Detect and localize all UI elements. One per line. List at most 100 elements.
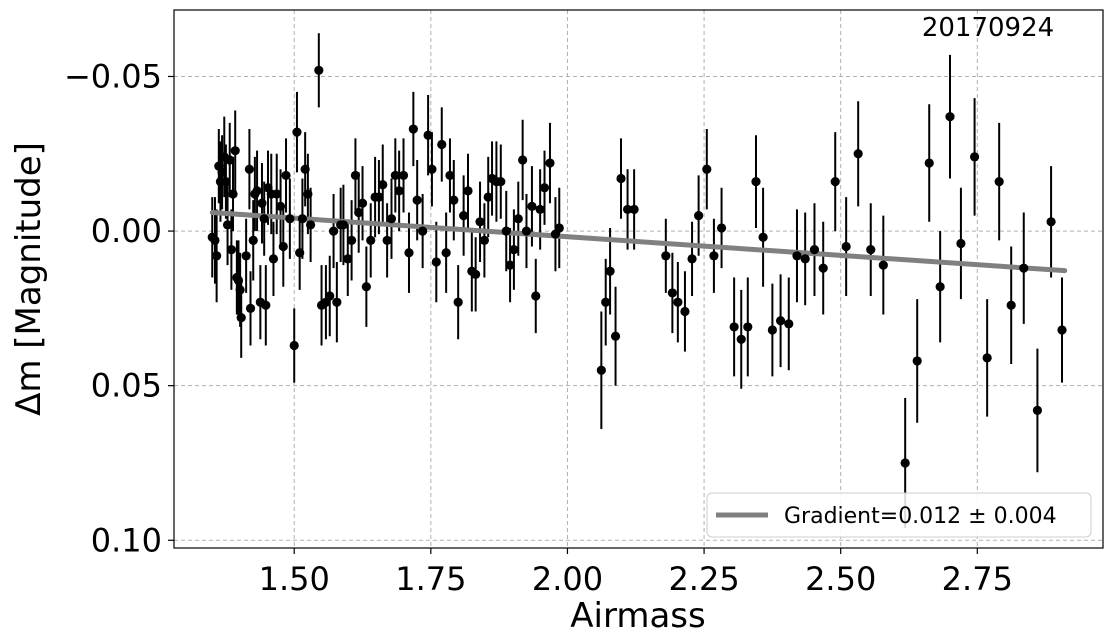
y-tick-label: 0.10 [91, 521, 162, 559]
data-point [758, 232, 768, 242]
data-point [667, 288, 677, 298]
data-point [878, 260, 888, 270]
data-point [736, 334, 746, 344]
data-point [357, 198, 368, 208]
x-tick-label: 2.50 [805, 560, 876, 598]
data-point [285, 214, 295, 224]
data-point [545, 158, 555, 168]
data-point [1032, 405, 1043, 416]
y-axis-ticks: −0.05 0.00 0.05 0.10 [64, 57, 174, 559]
data-point [539, 183, 550, 193]
data-point [259, 214, 269, 224]
data-point [518, 155, 528, 165]
data-point [228, 189, 238, 199]
data-point [800, 254, 810, 264]
data-points [207, 65, 1067, 468]
data-point [1019, 263, 1029, 273]
data-point [449, 195, 459, 205]
data-point [792, 251, 802, 261]
data-point [297, 214, 308, 224]
data-point [306, 220, 316, 230]
data-point [212, 251, 222, 261]
data-point [809, 245, 820, 255]
data-point [601, 297, 611, 307]
data-point [716, 223, 727, 233]
data-point [303, 189, 313, 199]
y-axis-label: Δm [Magnitude] [9, 142, 49, 416]
data-point [912, 356, 922, 366]
data-point [217, 167, 227, 177]
data-point [775, 316, 786, 326]
data-point [338, 220, 349, 230]
data-point [709, 251, 719, 261]
data-point [924, 158, 934, 168]
data-point [230, 146, 240, 156]
data-point [252, 186, 262, 196]
legend-fit-label: Gradient=0.012 ± 0.004 [784, 504, 1057, 529]
data-point [328, 226, 339, 236]
data-point [272, 189, 282, 199]
legend: Gradient=0.012 ± 0.004 [706, 492, 1092, 538]
data-point [616, 173, 626, 184]
data-point [743, 322, 753, 332]
data-point [694, 211, 704, 221]
data-point [554, 223, 564, 233]
data-point [610, 331, 621, 341]
data-point [475, 217, 485, 227]
data-point [386, 214, 397, 224]
data-point [295, 248, 305, 258]
x-tick-label: 1.50 [259, 560, 330, 598]
data-point [221, 177, 231, 187]
legend-box [706, 492, 1092, 538]
data-point [463, 186, 473, 196]
data-point [374, 192, 384, 202]
data-point [314, 65, 324, 75]
data-point [509, 245, 519, 255]
data-point [378, 180, 388, 190]
data-point [784, 319, 794, 329]
data-point [935, 282, 945, 292]
data-point [505, 260, 515, 270]
data-point [278, 241, 288, 252]
x-axis-label: Airmass [570, 596, 705, 636]
data-point [268, 254, 279, 264]
data-point [354, 207, 364, 218]
data-point [241, 251, 251, 261]
data-point [527, 201, 537, 211]
data-point [366, 235, 376, 245]
data-point [767, 325, 777, 335]
data-point [729, 322, 739, 332]
data-point [225, 155, 235, 165]
data-point [404, 248, 414, 258]
data-point [818, 263, 828, 273]
data-point [496, 177, 506, 187]
y-tick-label: 0.00 [91, 212, 162, 250]
data-point [244, 164, 255, 174]
data-point [956, 238, 966, 249]
data-point [289, 340, 299, 351]
data-point [235, 285, 245, 295]
data-point [361, 282, 371, 292]
data-point [1046, 217, 1056, 227]
y-tick-label: −0.05 [64, 57, 162, 95]
data-point [521, 226, 532, 236]
data-point [222, 220, 233, 230]
data-point [350, 170, 361, 181]
data-point [275, 201, 286, 211]
x-tick-label: 2.75 [942, 560, 1013, 598]
data-point [292, 127, 302, 137]
data-point [866, 245, 876, 255]
data-point [501, 226, 511, 236]
data-point [531, 291, 541, 301]
data-point [300, 164, 310, 174]
data-point [332, 297, 342, 307]
data-point [513, 214, 523, 224]
data-point [751, 177, 761, 187]
data-point [629, 204, 639, 215]
x-tick-label: 2.00 [532, 560, 603, 598]
data-point [441, 248, 451, 258]
data-point [423, 130, 433, 140]
data-point [236, 313, 246, 323]
